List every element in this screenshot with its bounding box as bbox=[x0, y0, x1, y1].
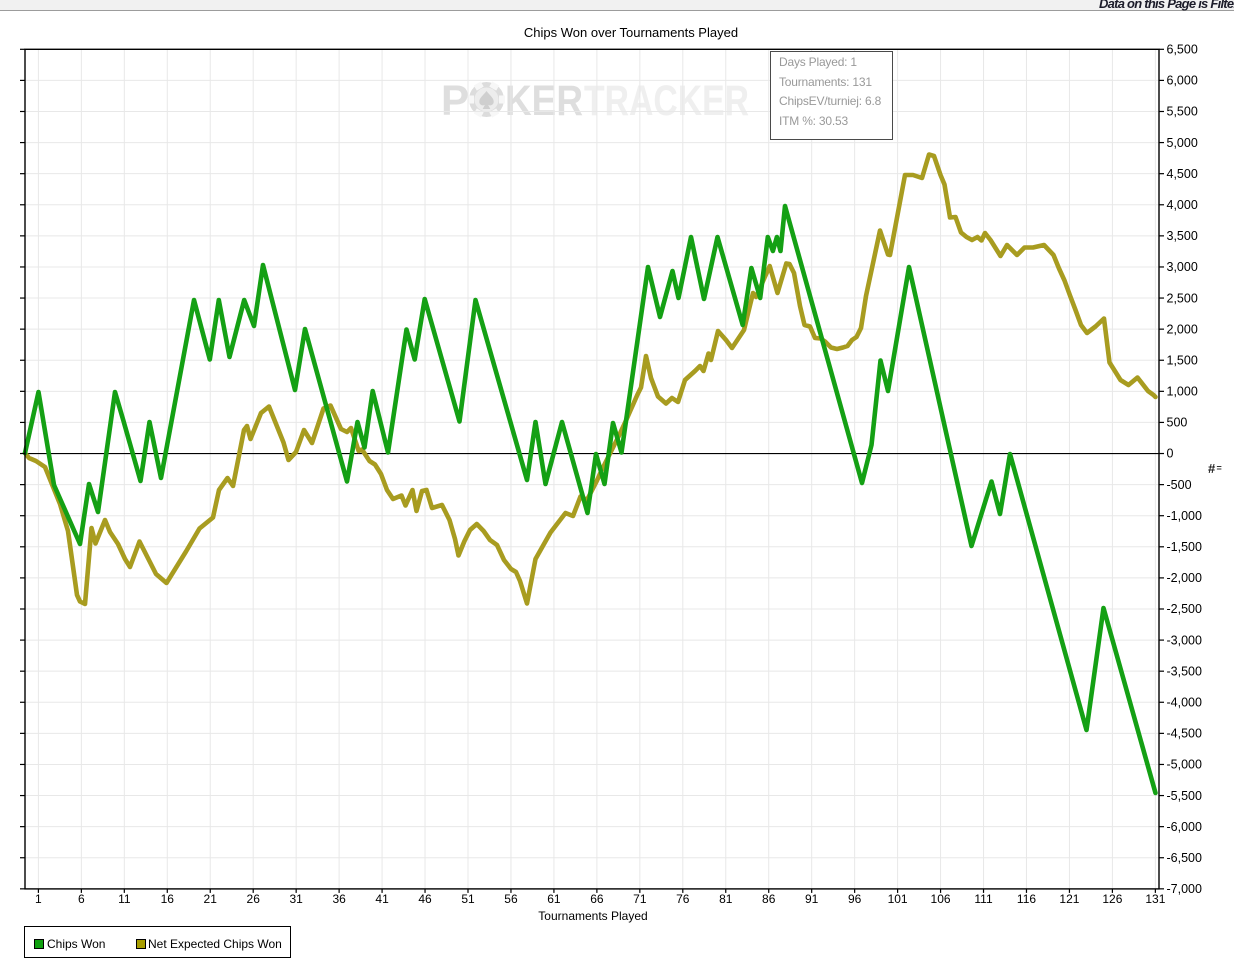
svg-text:21: 21 bbox=[204, 892, 218, 906]
svg-text:86: 86 bbox=[762, 892, 776, 906]
svg-text:11: 11 bbox=[118, 892, 131, 906]
svg-text:KER: KER bbox=[505, 77, 583, 125]
svg-text:126: 126 bbox=[1102, 892, 1122, 906]
svg-text:1: 1 bbox=[35, 892, 42, 906]
svg-text:1,500: 1,500 bbox=[1167, 353, 1198, 367]
svg-text:41: 41 bbox=[375, 892, 389, 906]
svg-text:66: 66 bbox=[590, 892, 604, 906]
svg-text:500: 500 bbox=[1167, 416, 1188, 430]
svg-text:-6,500: -6,500 bbox=[1167, 851, 1202, 865]
svg-text:-6,000: -6,000 bbox=[1167, 820, 1202, 834]
svg-text:46: 46 bbox=[418, 892, 432, 906]
svg-text:71: 71 bbox=[633, 892, 647, 906]
svg-text:-2,000: -2,000 bbox=[1167, 571, 1202, 585]
svg-text:5,500: 5,500 bbox=[1167, 105, 1198, 119]
svg-text:91: 91 bbox=[805, 892, 819, 906]
svg-text:106: 106 bbox=[931, 892, 951, 906]
svg-text:#: # bbox=[1208, 461, 1216, 476]
svg-text:0: 0 bbox=[1167, 447, 1174, 461]
svg-text:-1,000: -1,000 bbox=[1167, 509, 1202, 523]
svg-text:61: 61 bbox=[547, 892, 561, 906]
svg-text:=: = bbox=[1217, 463, 1222, 473]
svg-text:-1,500: -1,500 bbox=[1167, 540, 1202, 554]
svg-text:-3,500: -3,500 bbox=[1167, 664, 1202, 678]
svg-text:6,500: 6,500 bbox=[1167, 43, 1198, 57]
svg-text:6: 6 bbox=[78, 892, 85, 906]
svg-text:3,500: 3,500 bbox=[1167, 229, 1198, 243]
svg-text:111: 111 bbox=[974, 892, 993, 906]
svg-text:26: 26 bbox=[247, 892, 261, 906]
svg-text:81: 81 bbox=[719, 892, 733, 906]
svg-text:16: 16 bbox=[161, 892, 175, 906]
svg-text:-5,000: -5,000 bbox=[1167, 758, 1202, 772]
svg-text:51: 51 bbox=[461, 892, 475, 906]
svg-text:36: 36 bbox=[332, 892, 346, 906]
svg-text:1,000: 1,000 bbox=[1167, 385, 1198, 399]
svg-text:6,000: 6,000 bbox=[1167, 74, 1198, 88]
svg-text:131: 131 bbox=[1145, 892, 1165, 906]
svg-text:4,500: 4,500 bbox=[1167, 167, 1198, 181]
svg-text:76: 76 bbox=[676, 892, 690, 906]
svg-text:116: 116 bbox=[1017, 892, 1036, 906]
svg-text:-4,500: -4,500 bbox=[1167, 727, 1202, 741]
svg-text:P: P bbox=[441, 77, 469, 125]
svg-text:101: 101 bbox=[888, 892, 908, 906]
svg-text:3,000: 3,000 bbox=[1167, 260, 1198, 274]
svg-text:-4,000: -4,000 bbox=[1167, 695, 1202, 709]
svg-text:-2,500: -2,500 bbox=[1167, 602, 1202, 616]
svg-text:4,000: 4,000 bbox=[1167, 198, 1198, 212]
svg-text:56: 56 bbox=[504, 892, 518, 906]
svg-text:Tournaments Played: Tournaments Played bbox=[538, 909, 647, 923]
svg-text:2,000: 2,000 bbox=[1167, 322, 1198, 336]
svg-text:31: 31 bbox=[289, 892, 303, 906]
svg-text:-500: -500 bbox=[1167, 478, 1192, 492]
svg-text:TRACKER: TRACKER bbox=[584, 77, 749, 125]
svg-text:2,500: 2,500 bbox=[1167, 291, 1198, 305]
svg-text:121: 121 bbox=[1059, 892, 1079, 906]
svg-text:-5,500: -5,500 bbox=[1167, 789, 1202, 803]
svg-text:96: 96 bbox=[848, 892, 862, 906]
svg-text:-7,000: -7,000 bbox=[1167, 882, 1202, 896]
svg-text:5,000: 5,000 bbox=[1167, 136, 1198, 150]
svg-text:-3,000: -3,000 bbox=[1167, 633, 1202, 647]
